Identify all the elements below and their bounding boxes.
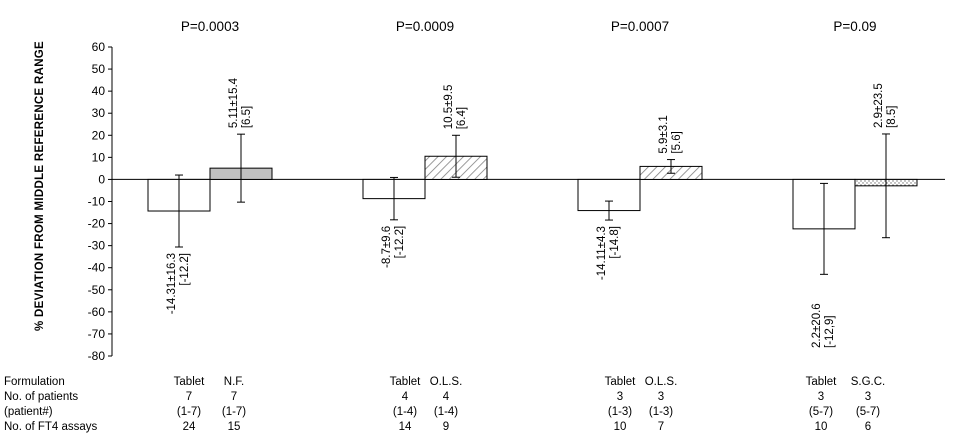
y-tick-label: -70 — [88, 327, 106, 341]
row-label-formulation: Formulation — [4, 376, 65, 388]
p-value-label: P=0.0003 — [181, 19, 239, 34]
p-value-label: P=0.09 — [833, 19, 876, 34]
y-tick-label: 10 — [92, 150, 106, 164]
cell-formulation: S.G.C. — [851, 376, 886, 388]
row-label-patients: No. of patients — [4, 391, 78, 403]
bar-median-label: [-12,9] — [824, 315, 836, 348]
p-value-label: P=0.0009 — [396, 19, 454, 34]
bar-value-label: -8.7±9.6 — [381, 226, 393, 268]
cell-formulation: Tablet — [806, 376, 837, 388]
cell-patient-ids: (1-7) — [222, 406, 246, 418]
cell-formulation: Tablet — [390, 376, 421, 388]
cell-assays: 10 — [815, 421, 828, 433]
cell-patients: 7 — [231, 391, 237, 403]
cell-formulation: O.L.S. — [645, 376, 678, 388]
cell-patients: 7 — [186, 391, 192, 403]
cell-assays: 24 — [183, 421, 196, 433]
bar-value-label: 2.9±23.5 — [873, 83, 885, 128]
cell-patients: 4 — [443, 391, 450, 403]
bar-value-label: 5.11±15.4 — [228, 77, 240, 128]
y-axis-label: % DEVIATION FROM MIDDLE REFERENCE RANGE — [34, 41, 46, 331]
cell-assays: 14 — [399, 421, 412, 433]
y-tick-label: -10 — [88, 195, 106, 209]
y-tick-label: -60 — [88, 305, 106, 319]
annotations-layer: P=0.0003-14.31±16.3 [-12.2]5.11±15.4 [6.5]… — [166, 19, 898, 348]
bar-median-label: [6.5] — [241, 106, 253, 128]
cell-assays: 9 — [443, 421, 449, 433]
bar-value-label: 5.9±3.1 — [658, 115, 670, 153]
bar-value-label: -14.31±16.3 — [166, 253, 178, 314]
bar-median-label: [5.6] — [671, 131, 683, 153]
cell-patient-ids: (1-4) — [434, 406, 458, 418]
cell-patient-ids: (1-7) — [177, 406, 201, 418]
cell-patients: 4 — [402, 391, 409, 403]
y-tick-label: 50 — [92, 62, 106, 76]
table-area: Formulation No. of patients (patient#) N… — [4, 376, 885, 433]
bars-layer — [147, 133, 918, 275]
cell-assays: 10 — [614, 421, 627, 433]
bar-median-label: [8.5] — [886, 106, 898, 128]
cell-formulation: Tablet — [174, 376, 205, 388]
y-tick-label: 0 — [98, 172, 105, 186]
cell-formulation: N.F. — [224, 376, 244, 388]
y-tick-label: 60 — [92, 40, 106, 54]
cell-patients: 3 — [617, 391, 623, 403]
cell-patient-ids: (1-3) — [649, 406, 673, 418]
cell-assays: 15 — [228, 421, 241, 433]
cell-assays: 7 — [658, 421, 664, 433]
bar-value-label: -14.11±4.3 — [596, 226, 608, 280]
cell-patient-ids: (1-4) — [393, 406, 417, 418]
cell-patient-ids: (1-3) — [608, 406, 632, 418]
cell-assays: 6 — [865, 421, 871, 433]
bar-value-label: 2.2±20.6 — [811, 303, 823, 348]
bar-median-label: [6.4] — [456, 107, 468, 129]
p-value-label: P=0.0007 — [611, 19, 669, 34]
y-tick-label: -40 — [88, 261, 106, 275]
row-label-patient-ids: (patient#) — [4, 406, 53, 418]
y-tick-label: 20 — [92, 128, 106, 142]
y-axis: 60 50 40 30 20 10 0 -10 -20 -30 -40 -50 -60 -70 -80 — [88, 40, 945, 363]
cell-patients: 3 — [658, 391, 664, 403]
y-tick-label: -80 — [88, 349, 106, 363]
cell-patients: 3 — [818, 391, 824, 403]
y-tick-label: 30 — [92, 106, 106, 120]
bar-median-label: [-14.8] — [609, 226, 621, 259]
bar-median-label: [-12.2] — [179, 253, 191, 286]
y-tick-label: -20 — [88, 217, 106, 231]
bar-value-label: 10.5±9.5 — [443, 85, 455, 130]
cell-patients: 3 — [865, 391, 871, 403]
row-label-assays: No. of FT4 assays — [4, 421, 98, 433]
y-tick-label: -30 — [88, 239, 106, 253]
y-tick-label: -50 — [88, 283, 106, 297]
cell-formulation: Tablet — [605, 376, 636, 388]
cell-patient-ids: (5-7) — [856, 406, 880, 418]
cell-formulation: O.L.S. — [430, 376, 463, 388]
cell-patient-ids: (5-7) — [809, 406, 833, 418]
bar-median-label: [-12.2] — [394, 226, 406, 259]
y-tick-label: 40 — [92, 84, 106, 98]
